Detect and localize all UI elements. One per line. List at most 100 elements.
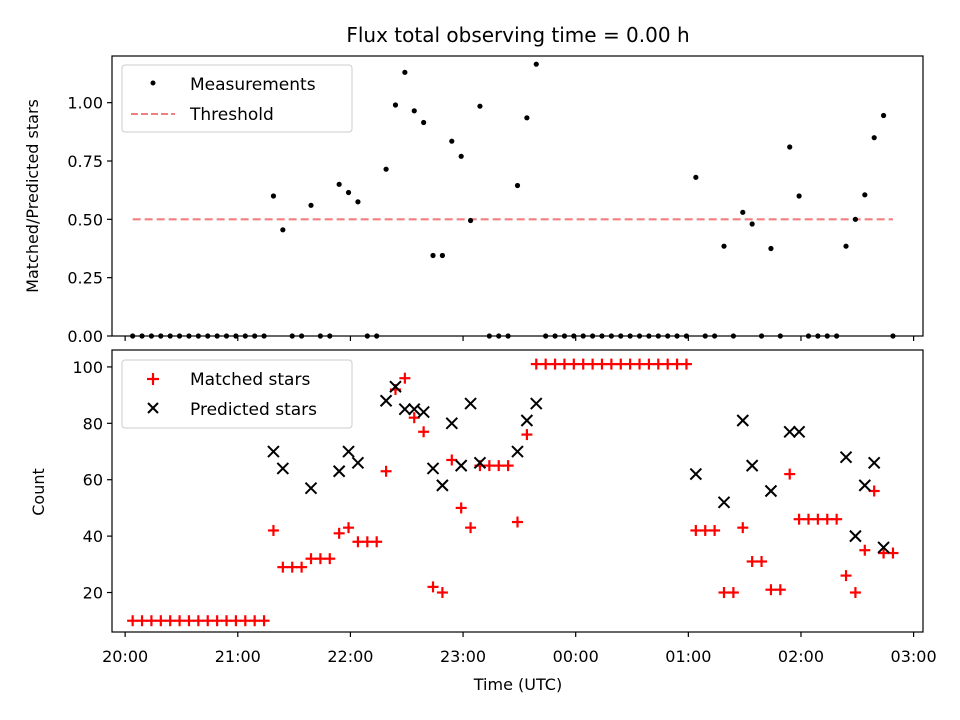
- matched-point: [361, 536, 373, 548]
- x-tick-label: 00:00: [553, 647, 599, 666]
- matched-point: [465, 522, 477, 534]
- predicted-point: [764, 484, 778, 498]
- matched-point: [671, 358, 683, 370]
- matched-point: [380, 465, 392, 477]
- measurement-point: [355, 199, 361, 205]
- legend-label-predicted: Predicted stars: [190, 400, 317, 420]
- matched-point: [859, 544, 871, 556]
- predicted-point-b: [717, 496, 731, 509]
- matched-point: [652, 358, 664, 370]
- measurement-point: [421, 119, 427, 126]
- predicted-point-b: [454, 459, 468, 472]
- legend-marker-measurements: [150, 80, 156, 86]
- matched-point: [418, 426, 430, 438]
- x-tick-label: 03:00: [891, 647, 937, 666]
- matched-point: [746, 556, 758, 567]
- bottom-marks: [127, 358, 899, 627]
- measurement-point: [768, 245, 774, 252]
- legend-label-matched: Matched stars: [190, 370, 310, 390]
- matched-point: [427, 581, 439, 593]
- measurement-point: [449, 138, 455, 144]
- bottom-x-axis: 20:00 21:00 22:00 23:00 00:00 01:00 02:00 03:00: [102, 632, 937, 666]
- top-legend-box: [121, 64, 353, 133]
- matched-point: [446, 454, 458, 466]
- predicted-point: [304, 481, 318, 495]
- matched-point: [277, 561, 289, 573]
- matched-point: [709, 524, 721, 536]
- top-y-tick-label: 0.50: [67, 210, 103, 229]
- matched-point: [587, 358, 599, 370]
- measurement-point: [392, 102, 399, 108]
- top-x-ticks: [124, 336, 915, 341]
- top-y-tick-label: 0.25: [67, 269, 103, 288]
- predicted-point-b: [398, 403, 412, 416]
- matched-point: [502, 460, 514, 472]
- x-tick-label: 02:00: [778, 647, 824, 666]
- matched-point: [305, 553, 317, 565]
- top-panel: 0.00 0.25 0.50 0.75 1.00 Matched/Predicted s…: [23, 55, 924, 346]
- predicted-point-b: [867, 456, 881, 470]
- bottom-y-axis-label: Count: [29, 468, 48, 516]
- measurement-point: [458, 153, 464, 159]
- predicted-point: [351, 456, 365, 470]
- matched-point: [727, 587, 739, 599]
- matched-point: [577, 358, 589, 370]
- predicted-point-b: [464, 397, 477, 410]
- predicted-point: [736, 414, 749, 427]
- matched-point: [831, 513, 843, 525]
- predicted-point-b: [342, 445, 355, 458]
- measurement-point: [439, 252, 446, 259]
- predicted-point-b: [389, 380, 402, 393]
- top-marks: [130, 61, 896, 339]
- predicted-point-b: [445, 417, 459, 430]
- measurement-point: [411, 108, 417, 114]
- predicted-point-b: [877, 541, 890, 554]
- matched-point: [408, 412, 420, 424]
- matched-point: [793, 513, 805, 525]
- matched-point: [737, 522, 749, 534]
- legend-marker-matched: [147, 373, 159, 385]
- matched-point: [634, 358, 646, 370]
- matched-point: [549, 358, 561, 370]
- bottom-y-tick-label: 80: [83, 414, 103, 433]
- matched-point: [296, 561, 308, 573]
- top-y-tick-label: 1.00: [67, 94, 103, 113]
- matched-point: [784, 468, 796, 480]
- measurement-point: [787, 144, 793, 150]
- predicted-point-b: [417, 405, 430, 419]
- figure-title: Flux total observing time = 0.00 h: [346, 23, 689, 47]
- bottom-y-tick-label: 40: [83, 527, 103, 546]
- top-y-tick-label: 0.75: [67, 152, 103, 171]
- predicted-point-b: [792, 425, 806, 438]
- matched-point: [821, 513, 833, 525]
- bottom-y-tick-label: 20: [83, 584, 103, 603]
- matched-point: [662, 358, 674, 370]
- predicted-point: [342, 445, 355, 458]
- matched-point: [699, 524, 711, 536]
- predicted-point: [332, 465, 346, 478]
- predicted-point-b: [379, 394, 393, 407]
- matched-point: [127, 615, 139, 627]
- predicted-point-b: [276, 462, 290, 475]
- measurement-point: [336, 181, 342, 187]
- matched-point: [802, 513, 814, 525]
- predicted-point-b: [520, 414, 534, 427]
- matched-point: [643, 358, 655, 370]
- matched-point: [878, 547, 890, 559]
- predicted-point: [436, 479, 449, 492]
- predicted-point-b: [304, 481, 318, 495]
- predicted-point-b: [858, 479, 872, 492]
- predicted-point-b: [473, 456, 487, 470]
- bottom-y-axis: 20 40 60 80 100: [72, 358, 112, 603]
- x-axis-label: Time (UTC): [473, 675, 562, 694]
- predicted-point: [745, 459, 759, 472]
- top-y-axis-label: Matched/Predicted stars: [23, 99, 42, 293]
- matched-point: [774, 584, 786, 596]
- predicted-point: [417, 405, 430, 419]
- matched-point: [333, 527, 345, 539]
- matched-point: [192, 615, 204, 627]
- matched-point: [267, 524, 279, 536]
- matched-point: [145, 615, 157, 627]
- matched-point: [239, 615, 251, 627]
- matched-point: [615, 358, 627, 370]
